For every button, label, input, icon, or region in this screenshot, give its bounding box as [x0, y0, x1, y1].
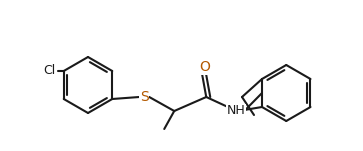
- Text: Cl: Cl: [44, 64, 56, 77]
- Text: S: S: [140, 90, 148, 104]
- Text: O: O: [199, 60, 210, 74]
- Text: NH: NH: [227, 104, 246, 117]
